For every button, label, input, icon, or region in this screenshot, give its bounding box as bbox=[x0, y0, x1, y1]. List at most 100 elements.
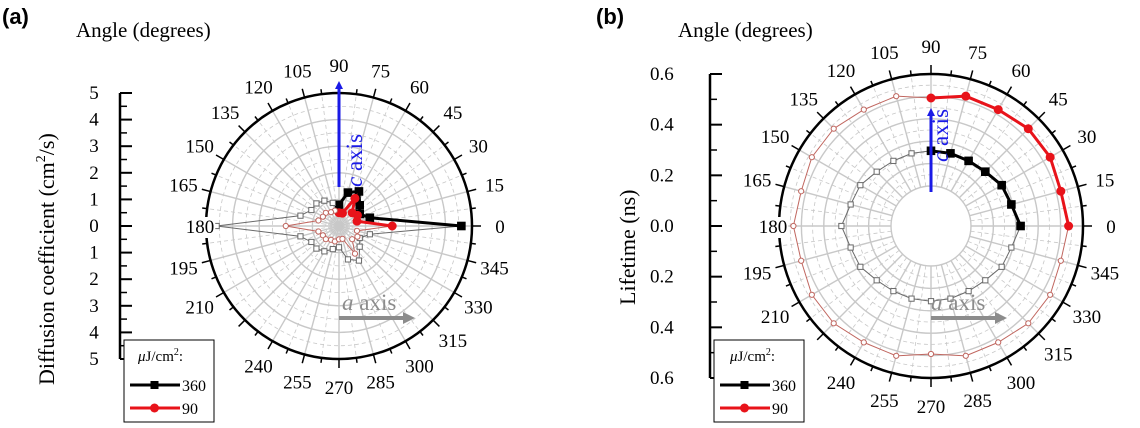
angle-tick-label-210: 210 bbox=[761, 307, 790, 328]
radial-tick-label: 5 bbox=[89, 83, 99, 104]
angle-tick-mark bbox=[467, 259, 477, 264]
angle-tick-mark bbox=[355, 357, 358, 363]
angle-tick-mark bbox=[1077, 264, 1087, 269]
angle-tick-mark bbox=[1071, 165, 1077, 169]
angle-tick-label-195: 195 bbox=[169, 259, 198, 280]
angle-label-bg bbox=[184, 217, 216, 238]
grid-spoke-major bbox=[303, 225, 340, 355]
angle-tick-label-15: 15 bbox=[485, 175, 504, 196]
angle-tick-label-30: 30 bbox=[469, 137, 488, 158]
series-90-point-60 bbox=[350, 193, 360, 203]
angle-tick-mark bbox=[202, 207, 208, 210]
series-360-point-240 bbox=[321, 248, 328, 255]
a-axis-annotation-b: a axis bbox=[931, 290, 1007, 324]
series-90-point-30 bbox=[1045, 152, 1055, 162]
radial-tick-label: 0.6 bbox=[650, 368, 674, 389]
angle-tick-mark bbox=[969, 70, 974, 80]
legend-label-360-b: 360 bbox=[772, 378, 796, 395]
series-90-point-150 bbox=[319, 213, 326, 220]
angle-tick-label-210: 210 bbox=[185, 298, 214, 319]
angle-tick-label-0: 0 bbox=[495, 217, 505, 238]
series-360-point-255 bbox=[908, 295, 915, 302]
angle-tick-mark bbox=[849, 357, 856, 366]
grid-spoke-major bbox=[338, 225, 407, 342]
grid-spoke-major bbox=[223, 225, 340, 294]
grid-spoke-minor bbox=[338, 225, 471, 244]
angle-tick-mark bbox=[301, 88, 306, 98]
series-360-point-210 bbox=[308, 238, 315, 246]
angle-tick-label-150: 150 bbox=[185, 137, 214, 158]
angle-tick-mark bbox=[419, 331, 424, 336]
grid-spoke-minor bbox=[810, 133, 900, 202]
legend-marker-90-a bbox=[150, 403, 159, 413]
series-360-point-315 bbox=[982, 277, 989, 284]
angle-tick-mark bbox=[201, 259, 211, 264]
series-360-point-90 bbox=[334, 200, 344, 210]
series-360-point-30 bbox=[997, 180, 1006, 190]
angle-tick-label-300: 300 bbox=[405, 356, 434, 377]
angle-tick-mark bbox=[816, 332, 825, 341]
angle-tick-mark bbox=[775, 264, 785, 269]
series-360-point-75 bbox=[343, 188, 353, 197]
series-360-point-300 bbox=[355, 257, 363, 264]
radial-tick-label: 5 bbox=[89, 349, 99, 370]
angle-tick-mark bbox=[775, 245, 781, 248]
angle-tick-mark bbox=[1081, 245, 1087, 248]
radial-tick-label: 0.2 bbox=[650, 267, 674, 288]
legend-marker-360-b bbox=[740, 381, 749, 389]
angle-tick-mark bbox=[816, 111, 825, 120]
radial-axis-b: 0.6 0.4 0.2 0.0 0.2 0.4 0.6 bbox=[650, 64, 722, 389]
angle-tick-label-120: 120 bbox=[827, 61, 856, 82]
radial-tick-label: 2 bbox=[89, 163, 99, 184]
angle-tick-mark bbox=[950, 70, 953, 76]
angle-tick-mark bbox=[419, 116, 424, 121]
series-layer-b bbox=[790, 91, 1074, 359]
grid-spoke-minor bbox=[935, 265, 952, 377]
angle-tick-mark bbox=[988, 366, 992, 372]
angle-tick-mark bbox=[1037, 111, 1046, 120]
series-90-point-150 bbox=[808, 154, 815, 161]
grid-spoke-major bbox=[958, 253, 1039, 334]
grid-spoke-minor bbox=[257, 120, 340, 227]
angle-tick-label-315: 315 bbox=[439, 331, 468, 352]
angle-tick-mark bbox=[301, 354, 306, 364]
legend-title-a: μJ/cm2: bbox=[137, 347, 183, 365]
series-360-point-345 bbox=[1008, 244, 1015, 251]
angle-tick-mark bbox=[355, 89, 358, 95]
series-360-point-45 bbox=[355, 201, 364, 210]
grid-spoke-minor bbox=[338, 225, 391, 350]
angle-tick-mark bbox=[320, 357, 323, 363]
angle-tick-mark bbox=[909, 70, 912, 76]
radial-tick-label: 1 bbox=[89, 243, 99, 264]
angle-tick-mark bbox=[461, 276, 467, 280]
angle-tick-mark bbox=[870, 366, 874, 372]
grid-spoke-minor bbox=[910, 75, 927, 187]
grid-spoke-minor bbox=[962, 133, 1052, 202]
angle-tick-mark bbox=[1022, 100, 1028, 106]
angle-tick-label-150: 150 bbox=[761, 127, 790, 148]
series-90-point-210 bbox=[808, 291, 815, 298]
radial-tick-label: 4 bbox=[89, 322, 99, 343]
series-90-point-195 bbox=[315, 228, 322, 235]
legend-b: μJ/cm2: 360 90 bbox=[713, 339, 805, 423]
angle-tick-mark bbox=[870, 80, 874, 86]
radial-axis-a: 5 4 3 2 1 0 1 2 3 4 5 bbox=[89, 83, 132, 370]
series-90-point-345 bbox=[353, 227, 361, 234]
series-90-point-315 bbox=[1025, 320, 1032, 327]
angle-label-bg bbox=[757, 217, 789, 238]
series-90-point-180 bbox=[282, 222, 289, 230]
angle-tick-label-195: 195 bbox=[743, 264, 772, 285]
series-360-point-105 bbox=[329, 199, 336, 206]
angle-tick-mark bbox=[211, 172, 217, 176]
series-360-point-135 bbox=[873, 168, 880, 175]
grid-spoke-minor bbox=[233, 144, 340, 227]
series-360-point-225 bbox=[873, 277, 880, 284]
angle-tick-mark bbox=[775, 204, 781, 207]
series-layer-a bbox=[213, 187, 466, 264]
series-90-point-105 bbox=[893, 93, 900, 100]
c-axis-label: c axis bbox=[928, 109, 953, 162]
legend-marker-360-a bbox=[150, 381, 159, 389]
angle-tick-mark bbox=[785, 283, 791, 287]
angle-tick-label-60: 60 bbox=[410, 78, 429, 99]
